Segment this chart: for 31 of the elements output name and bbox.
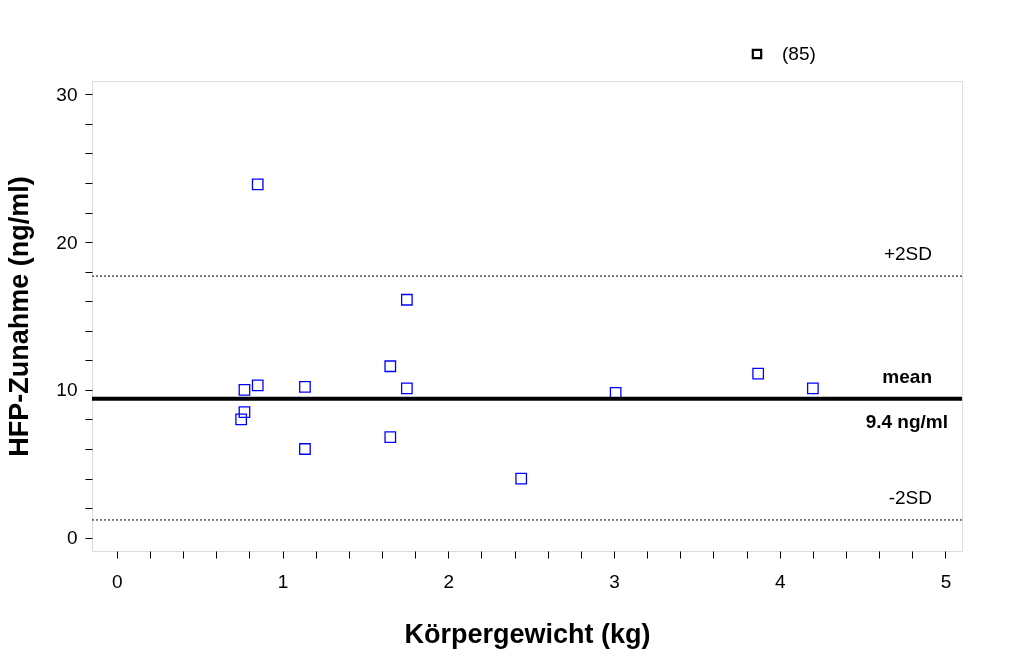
point [384, 431, 397, 444]
point [806, 382, 819, 395]
x-tick-label: 2 [443, 570, 455, 592]
y-tick-label: 30 [56, 83, 78, 105]
point [251, 178, 264, 191]
point [400, 293, 413, 306]
x-tick-label: 4 [774, 570, 786, 592]
point [752, 367, 765, 380]
point [238, 384, 251, 396]
x-tick-label: 1 [277, 570, 289, 592]
point [384, 360, 397, 373]
x-axis-title: Körpergewicht (kg) [404, 618, 651, 649]
point [251, 379, 264, 392]
x-tick-label: 0 [112, 570, 123, 592]
y-tick-label: 20 [56, 231, 78, 253]
x-tick-label: 3 [609, 570, 620, 592]
y-tick-label: 0 [66, 527, 78, 549]
point [515, 472, 528, 485]
point [400, 382, 413, 395]
point [299, 443, 311, 455]
x-tick-label: 5 [940, 570, 952, 592]
annotation: 9.4 ng/ml [865, 410, 948, 432]
ref-line-label: mean [882, 365, 932, 387]
ref-line-label: +2SD [883, 243, 932, 265]
y-axis-title: HFP-Zunahme (ng/ml) [4, 176, 35, 457]
point [238, 406, 251, 418]
point [299, 381, 311, 393]
text: (85) [782, 43, 816, 64]
y-tick-label: 10 [56, 379, 78, 401]
point [235, 413, 248, 426]
ref-line-label: -2SD [888, 486, 932, 508]
